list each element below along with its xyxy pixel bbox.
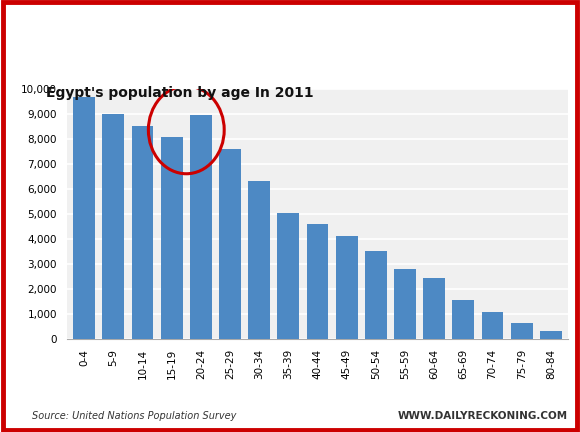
Bar <box>103 114 124 339</box>
Bar <box>540 331 562 339</box>
Text: Egypt's population by age In 2011: Egypt's population by age In 2011 <box>46 86 314 100</box>
Bar <box>511 323 532 339</box>
Bar <box>132 126 154 339</box>
Bar <box>423 278 445 339</box>
Bar <box>452 300 474 339</box>
Bar <box>161 137 183 339</box>
Bar <box>277 213 299 339</box>
Bar <box>219 149 241 339</box>
Bar <box>336 236 358 339</box>
Text: WWW.DAILYRECKONING.COM: WWW.DAILYRECKONING.COM <box>397 410 567 421</box>
Bar <box>365 251 387 339</box>
Text: Egypt's Demography: Egypt's Demography <box>17 31 277 51</box>
Bar <box>248 181 270 339</box>
Bar <box>481 311 503 339</box>
Bar <box>307 224 328 339</box>
Bar <box>394 269 416 339</box>
Bar <box>190 115 212 339</box>
Text: Source: United Nations Population Survey: Source: United Nations Population Survey <box>32 410 236 421</box>
Bar <box>73 97 95 339</box>
